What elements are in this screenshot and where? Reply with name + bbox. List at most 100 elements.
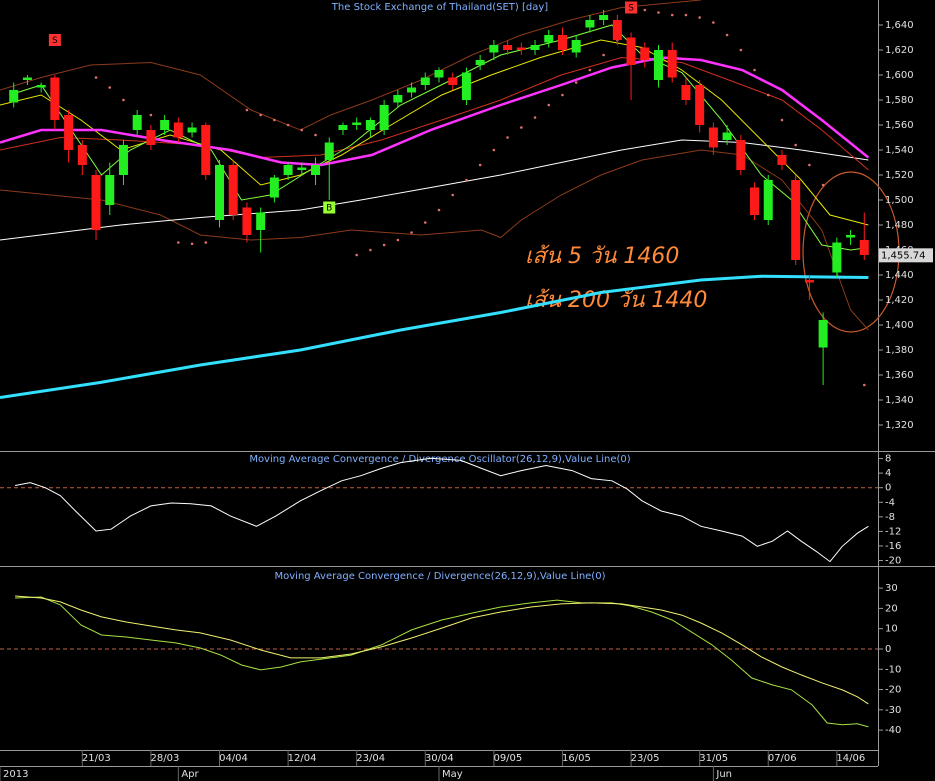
month-label: Jun <box>715 769 732 780</box>
sar-dot <box>149 113 153 117</box>
x-tick-label: 04/04 <box>219 753 248 764</box>
candle-body <box>846 235 856 238</box>
signal-marker <box>625 1 638 14</box>
annotation: เส้น 5 วัน 1460 <box>525 244 679 269</box>
candle-body <box>544 35 554 43</box>
line-series <box>0 149 869 331</box>
candle-body <box>626 37 636 65</box>
candle-body <box>530 45 540 50</box>
sar-dot <box>684 13 688 17</box>
sar-dot <box>808 163 811 167</box>
x-tick-label: 14/06 <box>836 753 865 764</box>
line-series <box>15 596 869 728</box>
x-tick-label: 16/05 <box>562 753 591 764</box>
candle-body <box>516 47 526 50</box>
sar-dot <box>821 183 825 187</box>
candle-body <box>297 167 307 170</box>
sar-dot <box>245 108 249 112</box>
sar-dot <box>396 238 400 242</box>
x-tick-label: 09/05 <box>493 753 522 764</box>
candle-body <box>832 242 842 273</box>
sar-dot <box>492 148 496 152</box>
chart-title: The Stock Exchange of Thailand(SET) [day… <box>331 2 548 13</box>
y-tick-label: 1,640 <box>885 20 914 31</box>
sar-dot <box>273 118 276 122</box>
candle-body <box>91 175 101 230</box>
sar-dot <box>780 118 784 122</box>
y-tick-label: -40 <box>885 725 901 736</box>
candle-body <box>201 125 211 175</box>
sar-dot <box>122 98 125 102</box>
candle-body <box>571 40 581 53</box>
candle-body <box>22 77 32 80</box>
sar-dot <box>423 221 427 224</box>
x-tick-label: 31/05 <box>699 753 728 764</box>
sar-dot <box>739 48 743 52</box>
candle-body <box>461 72 471 100</box>
signal-marker <box>323 201 336 214</box>
sar-dot <box>533 116 537 119</box>
sar-dot <box>520 126 523 129</box>
y-tick-label: -30 <box>885 705 901 716</box>
y-tick-label: 1,380 <box>885 345 914 356</box>
candle-body <box>654 50 663 80</box>
sar-dot <box>725 33 729 37</box>
sar-dot <box>766 93 770 97</box>
y-tick-label: 4 <box>885 468 891 479</box>
x-tick-label: 23/05 <box>631 753 660 764</box>
sar-dot <box>478 163 482 167</box>
line-series <box>15 457 869 563</box>
y-tick-label: 1,520 <box>885 170 914 181</box>
signal-label: B <box>326 204 332 214</box>
y-tick-label: 1,480 <box>885 220 914 231</box>
sar-dot <box>369 248 372 252</box>
line-series <box>0 139 869 241</box>
x-tick-label: 28/03 <box>150 753 179 764</box>
candle-body <box>804 280 814 283</box>
candle-body <box>160 120 170 130</box>
candle-body <box>228 165 238 215</box>
candle-body <box>420 77 430 85</box>
candle-body <box>9 90 19 103</box>
panel-plot <box>0 595 878 728</box>
sar-dot <box>190 242 194 246</box>
y-tick-label: 0 <box>885 644 891 655</box>
month-label: Apr <box>181 769 199 780</box>
y-tick-label: -12 <box>885 526 901 537</box>
y-tick-label: -16 <box>885 541 901 552</box>
sar-dot <box>94 76 98 79</box>
sar-dot <box>698 16 701 19</box>
y-tick-label: 20 <box>885 603 898 614</box>
candle-body <box>352 122 362 125</box>
sar-dot <box>177 241 180 244</box>
sar-dot <box>300 128 304 132</box>
candle-body <box>77 145 87 165</box>
candle-body <box>475 60 485 65</box>
signal-label: S <box>628 4 634 14</box>
candle-body <box>503 45 513 50</box>
last-value-box <box>879 248 933 263</box>
candle-body <box>118 145 128 175</box>
candle-body <box>695 85 705 125</box>
candle-body <box>859 240 869 255</box>
sar-dot <box>451 193 455 197</box>
signal-label: S <box>52 36 58 46</box>
sar-dot <box>355 253 358 257</box>
candle-body <box>599 15 609 20</box>
candle-body <box>187 127 197 133</box>
panel-title: Moving Average Convergence / Divergence … <box>249 454 630 465</box>
sar-dot <box>561 93 564 97</box>
sar-dot <box>588 68 592 72</box>
candle-body <box>50 77 60 120</box>
candle-body <box>448 77 458 85</box>
candle-body <box>365 120 375 130</box>
line-series <box>0 39 869 226</box>
y-tick-label: -10 <box>885 664 901 675</box>
sar-dot <box>657 11 660 14</box>
candle-body <box>585 20 595 28</box>
y-tick-label: 1,440 <box>885 270 914 281</box>
candle-body <box>708 127 718 148</box>
candle-body <box>242 207 252 235</box>
